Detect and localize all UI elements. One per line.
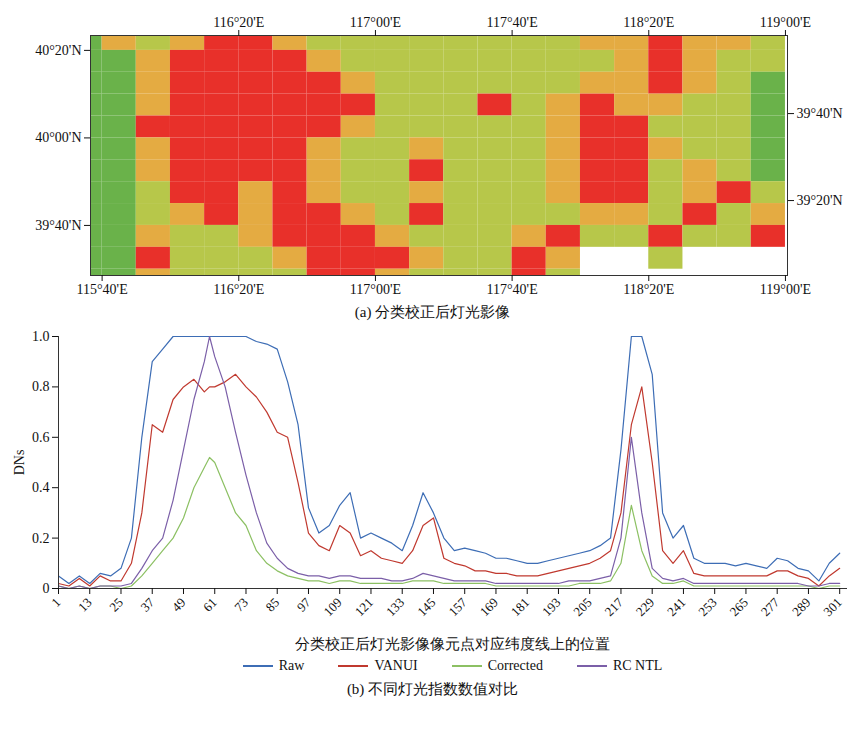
svg-text:169: 169 xyxy=(477,595,501,619)
svg-text:229: 229 xyxy=(633,595,657,619)
svg-text:119°00'E: 119°00'E xyxy=(760,15,811,30)
svg-text:117°00'E: 117°00'E xyxy=(350,15,401,30)
svg-text:217: 217 xyxy=(602,594,627,619)
html-text:分类校正后灯光影像像元点对应纬度线上的位置: 分类校正后灯光影像像元点对应纬度线上的位置 xyxy=(295,636,610,652)
svg-text:205: 205 xyxy=(570,595,594,619)
html-text:(a) 分类校正后灯光影像: (a) 分类校正后灯光影像 xyxy=(354,304,511,320)
svg-text:0: 0 xyxy=(43,581,50,596)
svg-text:277: 277 xyxy=(758,594,783,619)
svg-text:25: 25 xyxy=(106,595,126,615)
svg-text:121: 121 xyxy=(352,595,376,619)
svg-text:49: 49 xyxy=(169,595,189,615)
svg-text:85: 85 xyxy=(262,595,282,615)
svg-text:37: 37 xyxy=(138,594,158,614)
html-text:(b) 不同灯光指数数值对比: (b) 不同灯光指数数值对比 xyxy=(346,681,519,697)
svg-text:145: 145 xyxy=(414,595,438,619)
svg-text:301: 301 xyxy=(820,595,844,619)
svg-text:40°00'N: 40°00'N xyxy=(35,130,81,145)
svg-text:1: 1 xyxy=(48,595,63,610)
svg-text:40°20'N: 40°20'N xyxy=(35,43,81,58)
svg-text:117°00'E: 117°00'E xyxy=(350,282,401,297)
svg-text:109: 109 xyxy=(320,595,344,619)
svg-text:0.4: 0.4 xyxy=(32,480,50,495)
svg-text:115°40'E: 115°40'E xyxy=(77,282,128,297)
svg-text:39°40'N: 39°40'N xyxy=(35,218,81,233)
html-text:RC NTL: RC NTL xyxy=(612,658,663,673)
svg-text:117°40'E: 117°40'E xyxy=(487,282,538,297)
svg-text:0.6: 0.6 xyxy=(32,430,50,445)
svg-text:97: 97 xyxy=(294,594,314,614)
html-text:VANUI: VANUI xyxy=(374,658,418,673)
svg-text:133: 133 xyxy=(383,595,407,619)
svg-text:117°40'E: 117°40'E xyxy=(487,15,538,30)
svg-text:253: 253 xyxy=(695,595,719,619)
svg-text:118°20'E: 118°20'E xyxy=(623,282,674,297)
svg-text:157: 157 xyxy=(445,594,470,619)
svg-text:116°20'E: 116°20'E xyxy=(213,15,264,30)
svg-text:289: 289 xyxy=(789,595,813,619)
svg-text:181: 181 xyxy=(508,595,532,619)
svg-text:265: 265 xyxy=(727,595,751,619)
svg-text:73: 73 xyxy=(231,595,251,615)
svg-text:13: 13 xyxy=(75,595,95,615)
svg-text:241: 241 xyxy=(664,595,688,619)
svg-text:39°20'N: 39°20'N xyxy=(797,193,843,208)
svg-text:119°00'E: 119°00'E xyxy=(760,282,811,297)
svg-text:116°20'E: 116°20'E xyxy=(213,282,264,297)
svg-text:1.0: 1.0 xyxy=(32,329,50,344)
html-text:Corrected: Corrected xyxy=(487,658,543,673)
svg-text:0.2: 0.2 xyxy=(32,531,50,546)
svg-text:39°40'N: 39°40'N xyxy=(797,106,843,121)
svg-text:0.8: 0.8 xyxy=(32,379,50,394)
html-text:Raw: Raw xyxy=(278,658,305,673)
svg-text:61: 61 xyxy=(200,595,220,615)
svg-text:DNs: DNs xyxy=(12,450,27,476)
svg-text:193: 193 xyxy=(539,595,563,619)
svg-text:118°20'E: 118°20'E xyxy=(623,15,674,30)
